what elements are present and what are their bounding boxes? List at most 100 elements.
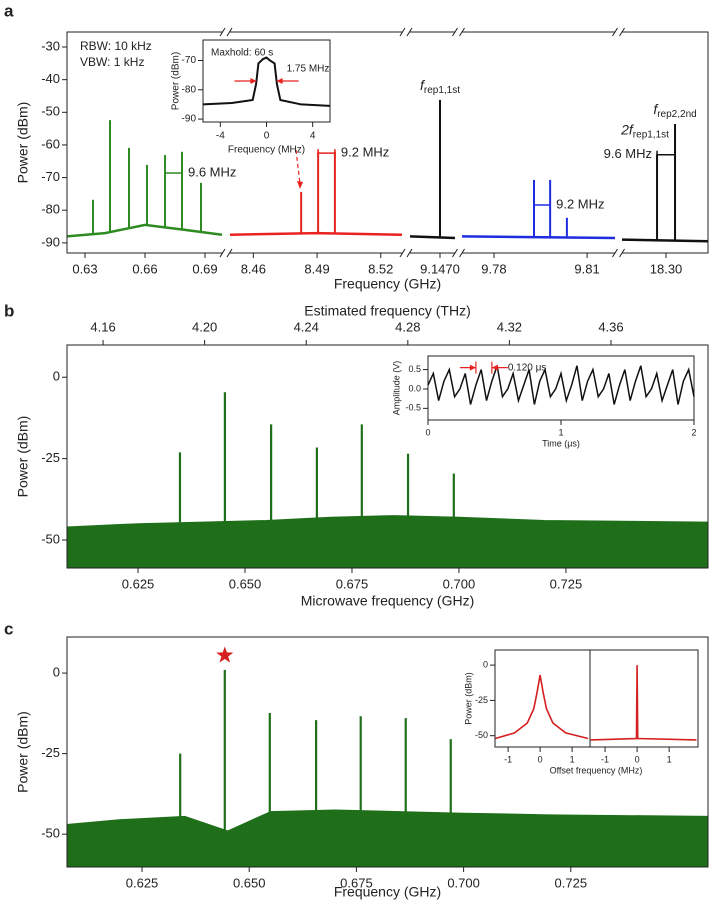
inset-pointer-head xyxy=(297,181,303,189)
axis-break xyxy=(459,248,465,258)
x-tick-label: 9.1470 xyxy=(420,261,460,276)
inset-trace xyxy=(590,665,697,741)
axis-break xyxy=(619,27,625,37)
y-tick-label: -90 xyxy=(41,234,60,249)
peak-label: 2frep1,1st xyxy=(620,121,669,140)
spacing-label: 9.2 MHz xyxy=(556,196,604,211)
peak-label-symbol: f xyxy=(653,101,659,117)
peak-label: frep1,1st xyxy=(420,77,460,96)
axis-break-gap xyxy=(223,30,229,34)
highlight-star xyxy=(216,646,234,663)
y-tick-label: -30 xyxy=(41,38,60,53)
y-tick-label: -70 xyxy=(182,55,197,66)
x-tick-label: -4 xyxy=(216,131,225,142)
y-tick-label: -60 xyxy=(41,136,60,151)
x-tick-label: 0 xyxy=(635,754,640,764)
plot-frame-a xyxy=(66,31,709,254)
peak-label-symbol: 2f xyxy=(620,121,635,137)
y-axis-label: Power (dBm) xyxy=(171,52,182,110)
x-tick-label: 8.52 xyxy=(368,261,393,276)
axis-break-gap xyxy=(615,30,622,34)
axis-break xyxy=(406,248,413,258)
noise-floor-area xyxy=(66,809,709,868)
x-axis-label: Frequency (GHz) xyxy=(334,276,441,292)
axis-break xyxy=(459,27,465,37)
y-axis-label: Amplitude (V) xyxy=(391,361,401,416)
plot-frame xyxy=(66,636,709,868)
axis-break-gap xyxy=(615,251,622,255)
y-tick-label: -25 xyxy=(41,450,60,465)
x-tick-label: 0.69 xyxy=(192,261,217,276)
peak-label: frep2,2nd xyxy=(653,101,696,120)
peak-label-subscript: rep1,1st xyxy=(633,129,669,140)
spacing-label: 9.6 MHz xyxy=(604,146,652,161)
x-tick-label: 8.46 xyxy=(241,261,266,276)
y-tick-label: 0 xyxy=(53,369,60,384)
y-tick-label: -40 xyxy=(41,71,60,86)
inset-frame xyxy=(494,649,591,748)
arrow-head xyxy=(469,364,476,371)
y-tick-label: -50 xyxy=(41,826,60,841)
axis-break-gap xyxy=(403,30,409,34)
y-tick-label: -0.5 xyxy=(405,403,421,413)
y-tick-label: -50 xyxy=(475,730,488,740)
y-tick-label: -90 xyxy=(182,114,197,125)
x-tick-label: 0.700 xyxy=(447,875,480,890)
inset-frame xyxy=(202,39,331,123)
peak-label-subscript: rep1,1st xyxy=(424,85,460,96)
noise-floor xyxy=(461,235,616,240)
y-axis-label: Power (dBm) xyxy=(15,102,31,184)
arrow-head xyxy=(250,78,257,84)
x-tick-label: 0.725 xyxy=(550,576,583,591)
x-tick-label: 0 xyxy=(425,427,430,437)
inset-trace xyxy=(427,365,695,405)
x-tick-label: 8.49 xyxy=(304,261,329,276)
axis-break xyxy=(399,248,406,258)
inset-x-label: Time (μs) xyxy=(542,438,580,448)
y-tick-label: 0.0 xyxy=(408,383,421,393)
peak-label-symbol: f xyxy=(420,77,426,93)
axis-break xyxy=(612,27,618,37)
y-tick-label: -70 xyxy=(41,169,60,184)
x-tick-label: 0 xyxy=(264,131,270,142)
axis-break-gap xyxy=(455,251,462,255)
inset-trace xyxy=(495,674,589,740)
x-tick-label: 0.725 xyxy=(555,875,588,890)
x2-axis-label: Estimated frequency (THz) xyxy=(304,303,471,319)
axis-break xyxy=(226,27,233,37)
y-axis-label: Power (dBm) xyxy=(15,416,31,498)
axis-break xyxy=(219,248,226,258)
noise-floor xyxy=(621,238,709,243)
x-tick-label: 18.30 xyxy=(650,261,683,276)
x-tick-label: 9.78 xyxy=(481,261,506,276)
axis-break xyxy=(226,248,233,258)
spacing-label: 9.6 MHz xyxy=(188,164,236,179)
x-tick-label: 4.28 xyxy=(395,319,420,334)
y-tick-label: -25 xyxy=(475,695,488,705)
x-tick-label: 9.81 xyxy=(574,261,599,276)
plot-frame xyxy=(66,344,709,569)
note: RBW: 10 kHz xyxy=(80,39,152,53)
axis-break xyxy=(399,27,406,37)
y-tick-label: -25 xyxy=(41,745,60,760)
inset-x-label: Offset frequency (MHz) xyxy=(550,765,643,775)
note: VBW: 1 kHz xyxy=(80,55,144,69)
x-axis-label: Microwave frequency (GHz) xyxy=(301,593,475,609)
peak-label-subscript: rep2,2nd xyxy=(657,109,696,120)
x-tick-label: 0.675 xyxy=(340,875,373,890)
x-tick-label: 4.36 xyxy=(598,319,623,334)
axis-break-gap xyxy=(403,251,409,255)
y-axis-label: Power (dBm) xyxy=(15,711,31,793)
axis-break xyxy=(452,27,458,37)
x-axis-label: Frequency (GHz) xyxy=(334,884,441,900)
x-tick-label: 0.66 xyxy=(132,261,157,276)
y-tick-label: 0 xyxy=(53,665,60,680)
x-tick-label: 0.650 xyxy=(233,875,266,890)
spacing-label: 9.2 MHz xyxy=(341,145,389,160)
axis-break xyxy=(619,248,625,258)
noise-floor xyxy=(229,231,403,236)
axis-break xyxy=(452,248,458,258)
x-tick-label: 1 xyxy=(558,427,563,437)
noise-floor xyxy=(66,223,223,238)
